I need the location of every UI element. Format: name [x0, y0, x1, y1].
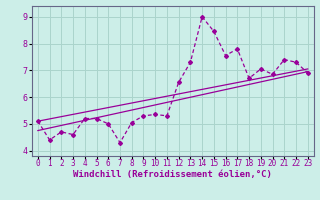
X-axis label: Windchill (Refroidissement éolien,°C): Windchill (Refroidissement éolien,°C): [73, 170, 272, 179]
